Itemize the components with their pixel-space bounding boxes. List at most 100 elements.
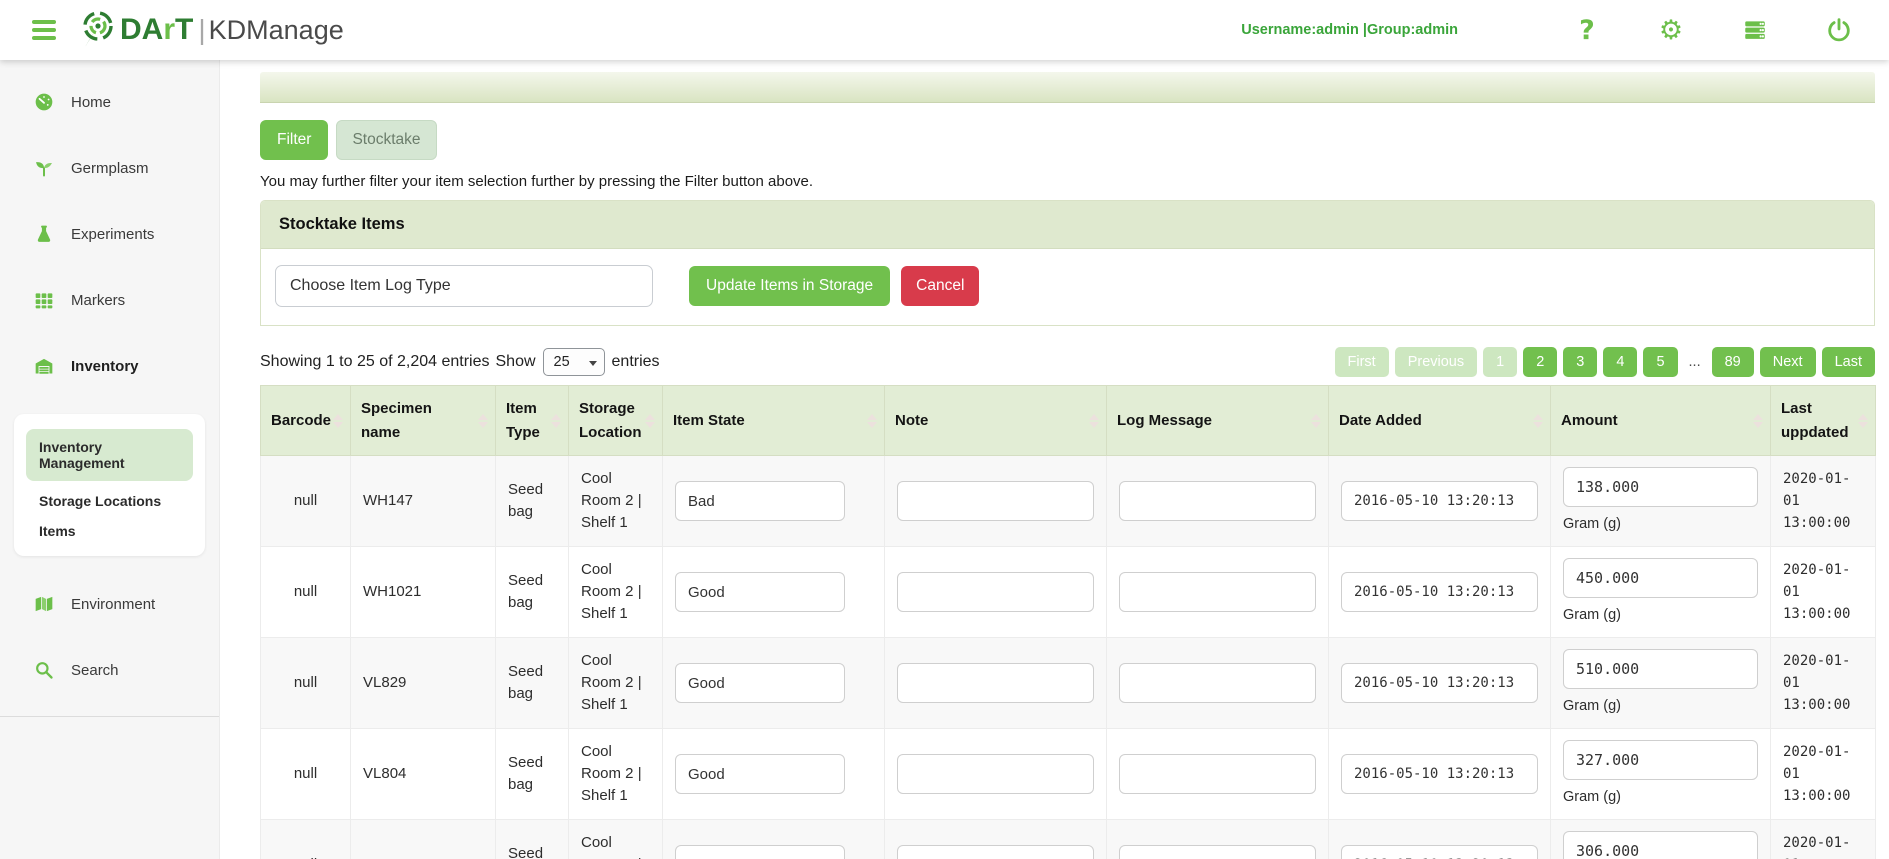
item-state-input[interactable]	[675, 572, 845, 613]
help-icon[interactable]: ?	[1579, 14, 1595, 46]
log-message-input[interactable]	[1119, 481, 1316, 521]
submenu-item-storage-locations[interactable]: Storage Locations	[39, 493, 162, 509]
last-updated-value: 2020-01-01 13:00:00	[1783, 835, 1851, 859]
col-header-item-state[interactable]: Item State	[662, 385, 885, 456]
hamburger-menu-icon[interactable]	[32, 20, 56, 40]
note-input[interactable]	[897, 572, 1094, 613]
item-state-input[interactable]	[675, 481, 845, 521]
power-icon[interactable]	[1825, 16, 1853, 44]
sidebar-item-environment[interactable]: Environment	[0, 584, 219, 624]
sidebar: Home Germplasm	[0, 60, 220, 859]
pagination-page-2[interactable]: 2	[1523, 347, 1558, 377]
brand-separator: |	[198, 14, 206, 45]
topbar-icons: ? ⚙	[1573, 14, 1853, 46]
pagination-page-1[interactable]: 1	[1483, 347, 1518, 377]
pagination-page-5[interactable]: 5	[1643, 347, 1678, 377]
amount-input[interactable]	[1563, 649, 1758, 690]
date-added-input[interactable]	[1341, 481, 1538, 521]
sort-icon	[1533, 413, 1543, 428]
sidebar-item-label: Search	[71, 661, 119, 679]
barcode-cell: null	[260, 454, 351, 548]
item-type-cell: Seed bag	[495, 546, 569, 639]
col-header-amount[interactable]: Amount	[1550, 385, 1771, 456]
date-added-input[interactable]	[1341, 663, 1538, 704]
amount-input[interactable]	[1563, 740, 1758, 781]
map-icon	[34, 594, 54, 614]
sidebar-item-label: Inventory	[71, 357, 139, 375]
amount-input[interactable]	[1563, 558, 1758, 599]
last-updated-cell: 2020-01-01 13:00:00	[1770, 637, 1876, 730]
log-message-input[interactable]	[1119, 572, 1316, 613]
date-added-input[interactable]	[1341, 845, 1538, 859]
amount-cell: Gram (g)	[1550, 454, 1771, 548]
brand-logo[interactable]: DArT | KDManage	[78, 9, 344, 51]
pagination-page-3[interactable]: 3	[1563, 347, 1598, 377]
warehouse-icon	[34, 356, 54, 376]
pagination-page-89[interactable]: 89	[1711, 347, 1754, 377]
col-header-barcode[interactable]: Barcode	[260, 385, 351, 456]
date-added-cell	[1328, 546, 1551, 639]
sidebar-item-label: Markers	[71, 291, 126, 309]
col-header-specimen-name[interactable]: Specimen name	[350, 385, 496, 456]
note-input[interactable]	[897, 481, 1094, 521]
storage-location-cell: Cool Room 2 | Shelf 1	[568, 546, 663, 639]
sort-icon	[867, 413, 877, 428]
log-message-input[interactable]	[1119, 754, 1316, 795]
gear-icon[interactable]: ⚙	[1658, 14, 1684, 46]
col-header-date-added[interactable]: Date Added	[1328, 385, 1551, 456]
server-icon[interactable]	[1741, 16, 1769, 44]
sidebar-item-markers[interactable]: Markers	[0, 280, 219, 320]
table-header-row: Barcode Specimen name Item Type Storage …	[260, 385, 1876, 456]
cancel-button[interactable]: Cancel	[901, 266, 980, 306]
sidebar-item-search[interactable]: Search	[0, 650, 219, 690]
filter-button[interactable]: Filter	[260, 120, 329, 160]
col-header-note[interactable]: Note	[884, 385, 1107, 456]
note-input[interactable]	[897, 845, 1094, 859]
date-added-input[interactable]	[1341, 754, 1538, 795]
amount-unit-label: Gram (g)	[1563, 516, 1621, 532]
inventory-submenu: Inventory Management Storage Locations I…	[14, 414, 205, 556]
pagination-page-4[interactable]: 4	[1603, 347, 1638, 377]
item-state-input[interactable]	[675, 845, 845, 859]
date-added-input[interactable]	[1341, 572, 1538, 613]
brand-dart-text: DArT	[120, 13, 194, 46]
update-items-button[interactable]: Update Items in Storage	[689, 266, 891, 306]
log-message-cell	[1106, 637, 1329, 730]
note-cell	[884, 728, 1107, 821]
sidebar-item-germplasm[interactable]: Germplasm	[0, 148, 219, 188]
note-input[interactable]	[897, 663, 1094, 704]
clipped-panel-header-bar	[260, 72, 1875, 103]
pagination-next[interactable]: Next	[1759, 347, 1816, 377]
submenu-item-items[interactable]: Items	[39, 523, 76, 539]
storage-location-cell: Cool Room 2 | Shelf 1	[568, 819, 663, 859]
log-message-cell	[1106, 546, 1329, 639]
top-bar: DArT | KDManage Username:admin |Group:ad…	[0, 0, 1889, 60]
sidebar-item-home[interactable]: Home	[0, 82, 219, 122]
col-header-last-updated[interactable]: Last uppdated	[1770, 385, 1876, 456]
pagination-last[interactable]: Last	[1821, 347, 1875, 377]
specimen-name-cell: VL829	[350, 637, 496, 730]
stocktake-button[interactable]: Stocktake	[336, 120, 437, 160]
pagination-first[interactable]: First	[1334, 347, 1389, 377]
log-message-input[interactable]	[1119, 845, 1316, 859]
note-input[interactable]	[897, 754, 1094, 795]
col-header-storage-location[interactable]: Storage Location	[568, 385, 663, 456]
page-size-select[interactable]: 25	[542, 348, 605, 376]
item-log-type-input[interactable]	[275, 265, 653, 307]
sidebar-item-inventory[interactable]: Inventory	[0, 346, 219, 386]
table-info-row: Showing 1 to 25 of 2,204 entries Show 25…	[260, 347, 1875, 377]
sidebar-item-experiments[interactable]: Experiments	[0, 214, 219, 254]
item-state-input[interactable]	[675, 754, 845, 795]
pagination-previous[interactable]: Previous	[1394, 347, 1478, 377]
amount-input[interactable]	[1563, 467, 1758, 507]
log-message-input[interactable]	[1119, 663, 1316, 704]
note-cell	[884, 819, 1107, 859]
col-header-item-type[interactable]: Item Type	[495, 385, 569, 456]
col-header-log-message[interactable]: Log Message	[1106, 385, 1329, 456]
sort-icon	[551, 413, 561, 428]
submenu-item-inventory-management[interactable]: Inventory Management	[26, 429, 193, 481]
date-added-cell	[1328, 637, 1551, 730]
table-body: null WH147 Seed bag Cool Room 2 | Shelf …	[260, 454, 1876, 859]
item-state-input[interactable]	[675, 663, 845, 704]
amount-input[interactable]	[1563, 831, 1758, 859]
